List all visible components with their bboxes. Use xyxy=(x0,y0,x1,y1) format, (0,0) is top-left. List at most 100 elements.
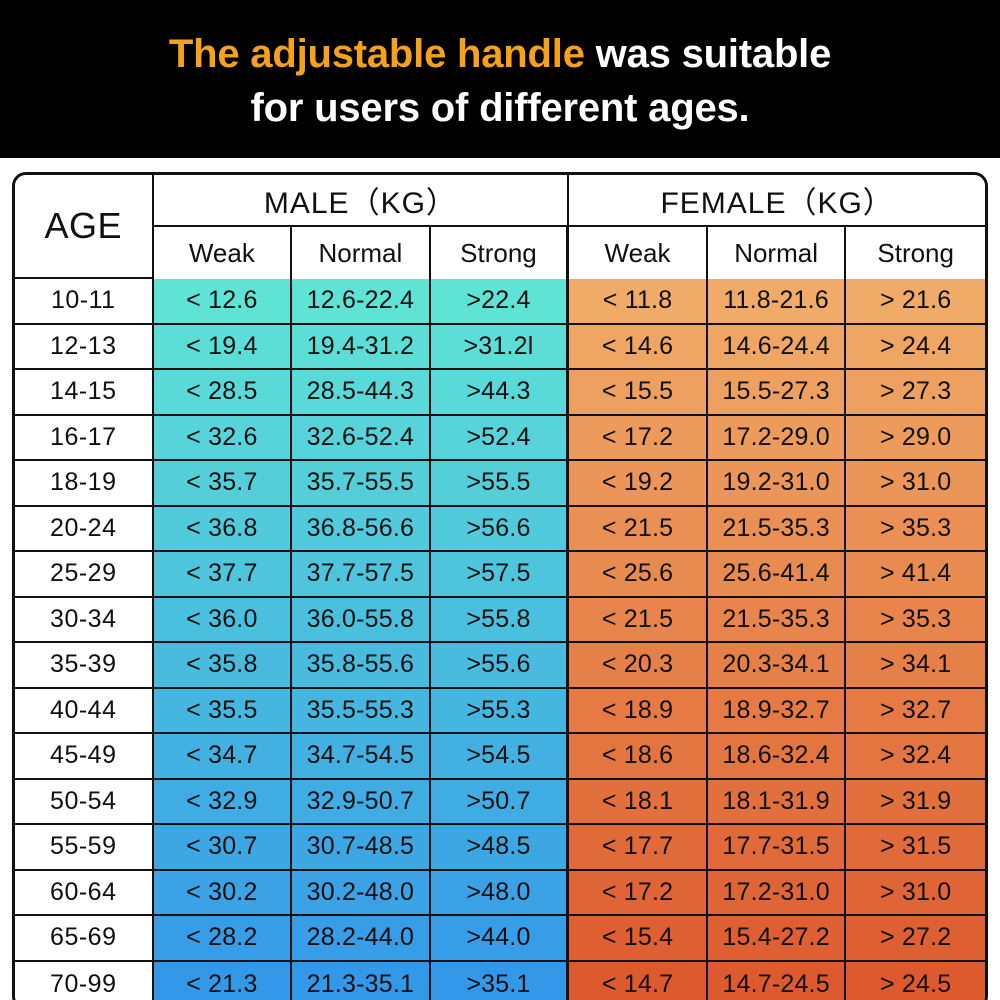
cell-female-weak: < 17.2 xyxy=(569,415,708,461)
cell-female-strong: > 32.7 xyxy=(846,688,985,734)
cell-age: 60-64 xyxy=(15,870,154,916)
cell-female-normal: 18.1-31.9 xyxy=(707,779,847,825)
header-male-weak: Weak xyxy=(153,227,293,279)
cell-female-normal: 20.3-34.1 xyxy=(707,643,847,689)
header-row-groups: AGE MALE（KG） FEMALE（KG） xyxy=(15,175,985,279)
cell-female-weak: < 14.7 xyxy=(569,961,708,1000)
cell-male-strong: >57.5 xyxy=(430,552,570,598)
table-row: 50-54 < 32.9 32.9-50.7 >50.7 < 18.1 18.1-31.9… xyxy=(15,779,985,825)
header-age: AGE xyxy=(15,175,154,279)
cell-age: 25-29 xyxy=(15,552,154,598)
cell-male-normal: 30.2-48.0 xyxy=(292,870,431,916)
cell-male-normal: 32.9-50.7 xyxy=(292,779,431,825)
grip-strength-table-container: AGE MALE（KG） FEMALE（KG） Weak Normal Stro… xyxy=(0,158,1000,1000)
table-row: 55-59 < 30.7 30.7-48.5 >48.5 < 17.7 17.7-31.5… xyxy=(15,825,985,871)
table-row: 35-39 < 35.8 35.8-55.6 >55.6 < 20.3 20.3-34.1… xyxy=(15,643,985,689)
cell-male-normal: 34.7-54.5 xyxy=(292,734,431,780)
cell-male-weak: < 28.5 xyxy=(153,370,293,416)
cell-male-weak: < 19.4 xyxy=(153,324,293,370)
cell-female-normal: 18.9-32.7 xyxy=(707,688,847,734)
table-row: 30-34 < 36.0 36.0-55.8 >55.8 < 21.5 21.5-35.3… xyxy=(15,597,985,643)
cell-female-normal: 15.5-27.3 xyxy=(707,370,847,416)
cell-female-strong: > 29.0 xyxy=(846,415,985,461)
cell-male-normal: 35.8-55.6 xyxy=(292,643,431,689)
banner-accent-text: The adjustable handle xyxy=(168,32,585,76)
table-row: 18-19 < 35.7 35.7-55.5 >55.5 < 19.2 19.2-31.0… xyxy=(15,461,985,507)
header-male-strong: Strong xyxy=(430,227,570,279)
cell-age: 70-99 xyxy=(15,961,154,1000)
cell-female-strong: > 31.0 xyxy=(846,461,985,507)
header-row-subs: Weak Normal Strong Weak Normal Strong xyxy=(15,227,985,279)
banner-title-line-2: for users of different ages. xyxy=(250,86,750,130)
table-body: 10-11 < 12.6 12.6-22.4 >22.4 < 11.8 11.8-21.6… xyxy=(15,279,985,1000)
cell-male-weak: < 28.2 xyxy=(153,916,293,962)
table-row: 65-69 < 28.2 28.2-44.0 >44.0 < 15.4 15.4-27.2… xyxy=(15,916,985,962)
cell-female-weak: < 17.7 xyxy=(569,825,708,871)
cell-female-weak: < 21.5 xyxy=(569,506,708,552)
cell-female-normal: 17.7-31.5 xyxy=(707,825,847,871)
cell-male-normal: 36.0-55.8 xyxy=(292,597,431,643)
cell-age: 65-69 xyxy=(15,916,154,962)
table-row: 16-17 < 32.6 32.6-52.4 >52.4 < 17.2 17.2-29.0… xyxy=(15,415,985,461)
cell-female-weak: < 18.9 xyxy=(569,688,708,734)
header-female-strong: Strong xyxy=(846,227,985,279)
cell-female-strong: > 31.0 xyxy=(846,870,985,916)
cell-age: 35-39 xyxy=(15,643,154,689)
cell-female-normal: 17.2-31.0 xyxy=(707,870,847,916)
cell-male-normal: 35.7-55.5 xyxy=(292,461,431,507)
header-female-normal: Normal xyxy=(707,227,847,279)
cell-female-weak: < 14.6 xyxy=(569,324,708,370)
table-row: 40-44 < 35.5 35.5-55.3 >55.3 < 18.9 18.9-32.7… xyxy=(15,688,985,734)
cell-age: 12-13 xyxy=(15,324,154,370)
cell-female-strong: > 31.5 xyxy=(846,825,985,871)
cell-male-weak: < 34.7 xyxy=(153,734,293,780)
cell-male-normal: 32.6-52.4 xyxy=(292,415,431,461)
cell-male-strong: >44.3 xyxy=(430,370,570,416)
banner-title-line-1: The adjustable handle was suitable xyxy=(169,27,831,81)
table-row: 45-49 < 34.7 34.7-54.5 >54.5 < 18.6 18.6-32.4… xyxy=(15,734,985,780)
cell-age: 55-59 xyxy=(15,825,154,871)
cell-male-strong: >52.4 xyxy=(430,415,570,461)
cell-female-weak: < 21.5 xyxy=(569,597,708,643)
cell-male-strong: >31.2l xyxy=(430,324,570,370)
cell-male-strong: >55.3 xyxy=(430,688,570,734)
cell-male-strong: >44.0 xyxy=(430,916,570,962)
cell-male-strong: >48.5 xyxy=(430,825,570,871)
cell-male-normal: 19.4-31.2 xyxy=(292,324,431,370)
cell-female-weak: < 11.8 xyxy=(569,279,708,325)
table-row: 70-99 < 21.3 21.3-35.1 >35.1 < 14.7 14.7-24.5… xyxy=(15,961,985,1000)
cell-male-strong: >50.7 xyxy=(430,779,570,825)
cell-female-strong: > 31.9 xyxy=(846,779,985,825)
cell-male-weak: < 35.5 xyxy=(153,688,293,734)
cell-male-strong: >22.4 xyxy=(430,279,570,325)
header-group-female: FEMALE（KG） xyxy=(569,175,985,227)
cell-female-strong: > 41.4 xyxy=(846,552,985,598)
cell-male-strong: >55.5 xyxy=(430,461,570,507)
cell-age: 30-34 xyxy=(15,597,154,643)
cell-male-weak: < 32.9 xyxy=(153,779,293,825)
cell-female-weak: < 15.5 xyxy=(569,370,708,416)
cell-male-weak: < 30.2 xyxy=(153,870,293,916)
cell-male-strong: >54.5 xyxy=(430,734,570,780)
header-female-weak: Weak xyxy=(569,227,708,279)
cell-female-weak: < 18.6 xyxy=(569,734,708,780)
cell-age: 45-49 xyxy=(15,734,154,780)
cell-male-normal: 21.3-35.1 xyxy=(292,961,431,1000)
table-row: 12-13 < 19.4 19.4-31.2 >31.2l < 14.6 14.6-24.… xyxy=(15,324,985,370)
cell-female-weak: < 17.2 xyxy=(569,870,708,916)
cell-male-weak: < 12.6 xyxy=(153,279,293,325)
cell-male-weak: < 21.3 xyxy=(153,961,293,1000)
cell-male-weak: < 35.7 xyxy=(153,461,293,507)
table-row: 10-11 < 12.6 12.6-22.4 >22.4 < 11.8 11.8-21.6… xyxy=(15,279,985,325)
cell-female-normal: 21.5-35.3 xyxy=(707,506,847,552)
cell-age: 40-44 xyxy=(15,688,154,734)
cell-age: 16-17 xyxy=(15,415,154,461)
cell-male-normal: 36.8-56.6 xyxy=(292,506,431,552)
cell-female-weak: < 19.2 xyxy=(569,461,708,507)
table-row: 14-15 < 28.5 28.5-44.3 >44.3 < 15.5 15.5-27.3… xyxy=(15,370,985,416)
cell-female-strong: > 24.5 xyxy=(846,961,985,1000)
header-group-male: MALE（KG） xyxy=(153,175,570,227)
cell-male-strong: >55.8 xyxy=(430,597,570,643)
table-row: 20-24 < 36.8 36.8-56.6 >56.6 < 21.5 21.5-35.3… xyxy=(15,506,985,552)
cell-female-strong: > 32.4 xyxy=(846,734,985,780)
